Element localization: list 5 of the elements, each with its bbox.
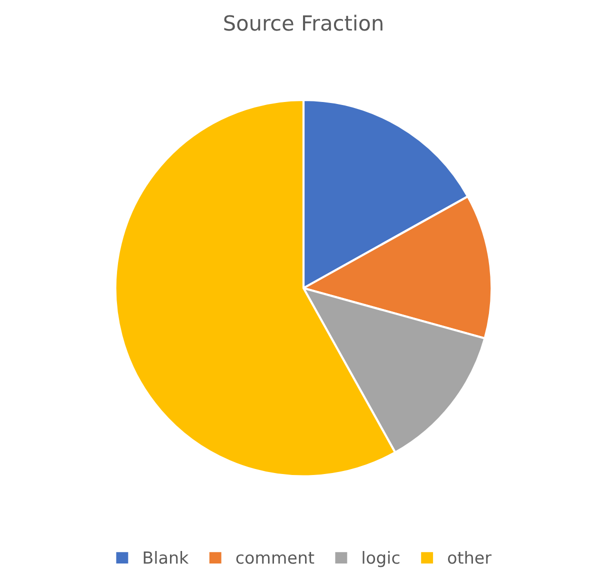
legend-label: comment	[236, 552, 314, 564]
legend-label: other	[448, 550, 492, 564]
legend-label: Blank	[144, 550, 189, 564]
chart-title: Source Fraction	[224, 14, 382, 31]
legend-label: logic	[362, 550, 400, 568]
